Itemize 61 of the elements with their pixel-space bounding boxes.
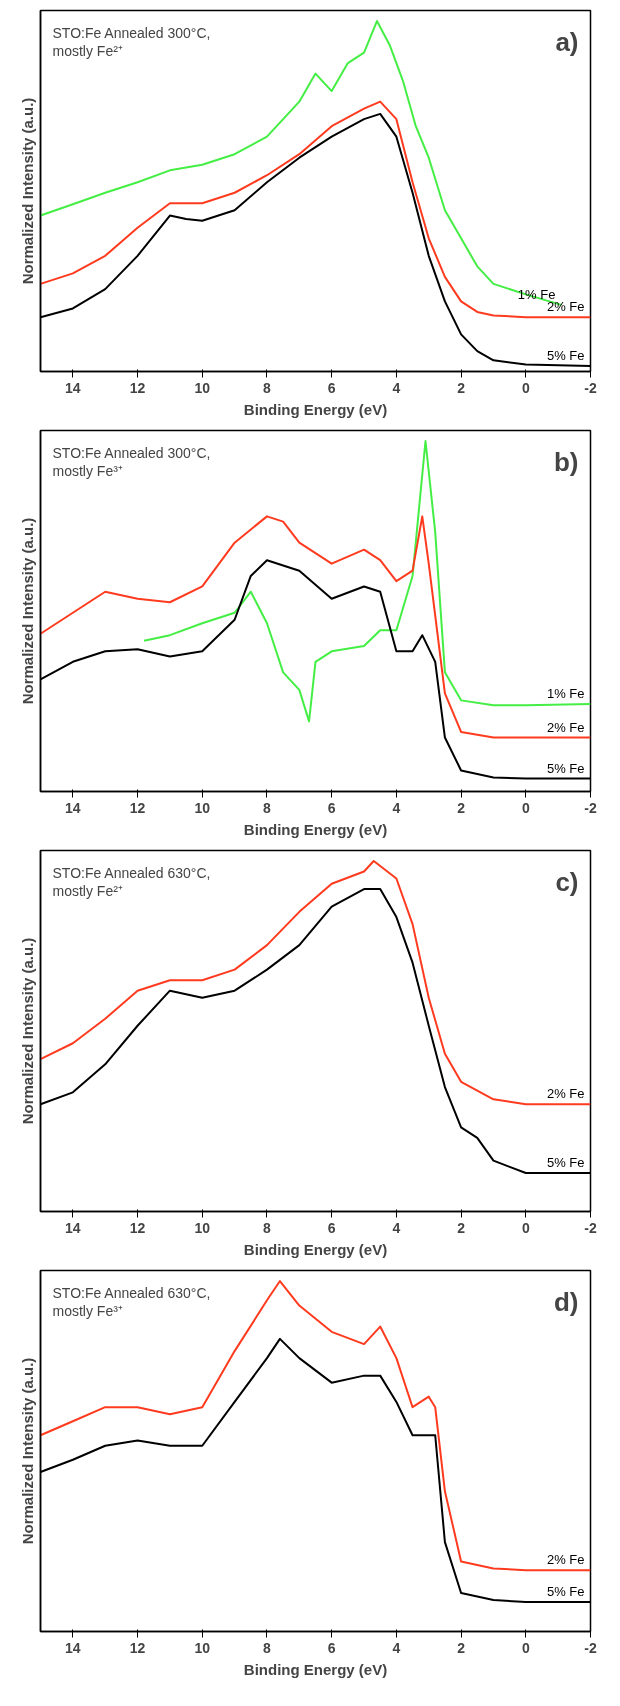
series-label: 2% Fe [546, 719, 585, 735]
x-tick-label: 4 [392, 799, 401, 816]
x-tick-label: 14 [65, 1639, 81, 1656]
x-tick-label: 0 [521, 799, 530, 816]
x-tick-label: -2 [584, 1219, 597, 1236]
text: STO:Fe Annealed 630°C, mostly Fe²⁺ [52, 865, 211, 900]
x-axis-title: Binding Energy (eV) [243, 1240, 388, 1258]
x-tick-label: 0 [521, 379, 530, 396]
x-tick-label: 14 [65, 799, 81, 816]
x-tick-label: 6 [327, 1219, 336, 1236]
x-tick-label: 2 [457, 1219, 466, 1236]
x-tick-label: 12 [129, 1219, 146, 1236]
series-label: 5% Fe [546, 347, 585, 363]
x-tick-label: 10 [194, 379, 211, 396]
series-label: 5% Fe [546, 1154, 585, 1170]
annotation: c) [555, 867, 579, 898]
x-axis-title: Binding Energy (eV) [243, 1660, 388, 1678]
series-label: 1% Fe [546, 685, 585, 701]
series-label: 5% Fe [546, 1584, 585, 1600]
x-tick-label: 12 [129, 799, 146, 816]
x-tick-label: 8 [263, 799, 272, 816]
x-tick-label: 4 [392, 379, 401, 396]
x-tick-label: 6 [327, 379, 336, 396]
text: STO:Fe Annealed 300°C, mostly Fe³⁺ [52, 445, 211, 480]
x-axis-title: Binding Energy (eV) [243, 400, 388, 418]
x-tick-label: 8 [263, 1219, 272, 1236]
x-tick-label: -2 [584, 799, 597, 816]
series-label: 2% Fe [546, 1086, 585, 1102]
x-tick-label: 14 [65, 379, 81, 396]
x-tick-label: 0 [521, 1639, 530, 1656]
y-axis-title: Normalized Intensity (a.u.) [18, 517, 36, 705]
x-tick-label: 6 [327, 799, 336, 816]
y-axis-title: Normalized Intensity (a.u.) [18, 937, 36, 1125]
series-label: 2% Fe [546, 1552, 585, 1568]
x-tick-label: 8 [263, 1639, 272, 1656]
x-tick-label: 8 [263, 379, 272, 396]
series-label: 2% Fe [546, 299, 585, 315]
x-axis-title: Binding Energy (eV) [243, 820, 388, 838]
x-tick-label: 6 [327, 1639, 336, 1656]
annotation: a) [555, 27, 579, 58]
y-axis-title: Normalized Intensity (a.u.) [18, 97, 36, 285]
x-tick-label: -2 [584, 379, 597, 396]
x-tick-label: 12 [129, 379, 146, 396]
x-tick-label: 10 [194, 799, 211, 816]
x-tick-label: 10 [194, 1639, 211, 1656]
x-tick-label: 12 [129, 1639, 146, 1656]
x-tick-label: 4 [392, 1639, 401, 1656]
text: STO:Fe Annealed 630°C, mostly Fe³⁺ [52, 1285, 211, 1320]
annotation: b) [553, 447, 579, 478]
x-tick-label: 0 [521, 1219, 530, 1236]
x-tick-label: 2 [457, 379, 466, 396]
x-tick-label: 2 [457, 1639, 466, 1656]
annotation: d) [553, 1287, 579, 1318]
x-tick-label: 4 [392, 1219, 401, 1236]
x-tick-label: 2 [457, 799, 466, 816]
series-label: 5% Fe [546, 760, 585, 776]
x-tick-label: -2 [584, 1639, 597, 1656]
x-tick-label: 10 [194, 1219, 211, 1236]
y-axis-title: Normalized Intensity (a.u.) [18, 1357, 36, 1545]
x-tick-label: 14 [65, 1219, 81, 1236]
text: STO:Fe Annealed 300°C, mostly Fe²⁺ [52, 25, 211, 60]
